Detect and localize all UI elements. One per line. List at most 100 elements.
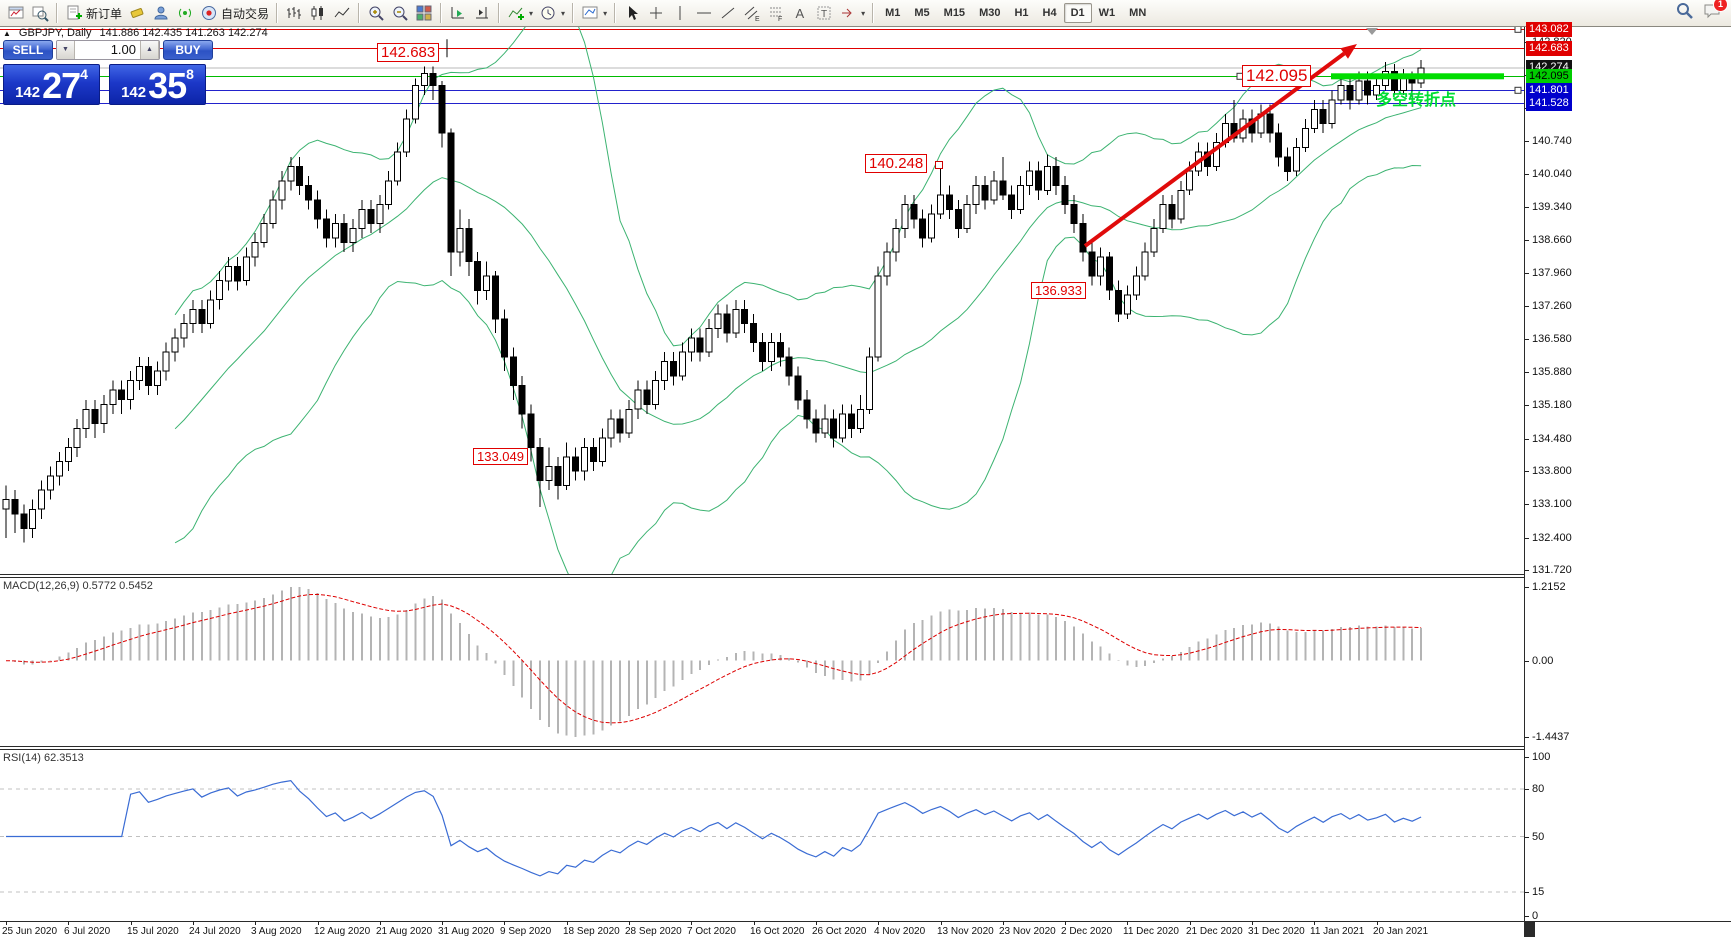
- price-line-marker[interactable]: 141.528: [1526, 96, 1572, 111]
- chart-shift-icon[interactable]: [470, 2, 494, 24]
- bollinger-upper-band: [174, 27, 1422, 347]
- auto-scroll-icon[interactable]: [446, 2, 470, 24]
- trend-arrow-head[interactable]: [1340, 44, 1357, 59]
- panel-collapse-icon[interactable]: ▲: [3, 28, 11, 38]
- community-icon[interactable]: [149, 2, 173, 24]
- date-tick-label: 21 Aug 2020: [376, 926, 433, 937]
- templates-icon[interactable]: ▾: [578, 2, 610, 24]
- chinese-note-label[interactable]: 多空转折点: [1376, 92, 1457, 109]
- date-tick-mark: [691, 921, 692, 925]
- price-tick-mark: [1525, 174, 1529, 175]
- price-tick-label: 135.880: [1532, 366, 1572, 378]
- chart-shift-marker[interactable]: [1366, 28, 1378, 35]
- pane-splitter[interactable]: [0, 574, 1731, 578]
- macd-pane[interactable]: [0, 578, 1524, 746]
- timeframe-M15[interactable]: M15: [943, 7, 966, 19]
- bar-chart-icon[interactable]: [282, 2, 306, 24]
- periods-icon[interactable]: ▾: [536, 2, 568, 24]
- volume-increase-button[interactable]: ▲: [140, 41, 159, 59]
- tile-windows-icon[interactable]: [412, 2, 436, 24]
- timeframe-M1[interactable]: M1: [885, 7, 901, 19]
- line-handle[interactable]: [1514, 27, 1522, 33]
- price-line-marker[interactable]: 142.683: [1526, 41, 1572, 56]
- annotation-anchor-handle[interactable]: [935, 161, 943, 169]
- buy-price-tile[interactable]: 142 35 8: [109, 64, 206, 105]
- timeframe-H1[interactable]: H1: [1014, 7, 1029, 19]
- date-tick-label: 11 Jan 2021: [1310, 926, 1365, 937]
- price-tick-label: 133.100: [1532, 498, 1572, 510]
- price-tick-label: 132.400: [1532, 532, 1572, 544]
- price-annotation-label[interactable]: 142.095: [1242, 65, 1312, 87]
- timeframe-W1[interactable]: W1: [1098, 7, 1116, 19]
- zoom-in-icon[interactable]: [364, 2, 388, 24]
- price-pane[interactable]: [0, 27, 1524, 574]
- text-label-icon[interactable]: T: [812, 2, 836, 24]
- candle-chart-icon[interactable]: [306, 2, 330, 24]
- rsi-pane[interactable]: [0, 750, 1524, 921]
- timeframe-M30[interactable]: M30: [979, 7, 1001, 19]
- crosshair-icon[interactable]: [644, 2, 668, 24]
- channel-icon[interactable]: E: [740, 2, 764, 24]
- price-tick-label: 131.720: [1532, 564, 1572, 576]
- date-tick-mark: [754, 921, 755, 925]
- date-tick-label: 28 Sep 2020: [625, 926, 682, 937]
- sell-button[interactable]: SELL: [3, 40, 53, 60]
- chart-window[interactable]: 142.820142.120141.420140.740140.040139.3…: [0, 22, 1731, 938]
- date-tick-mark: [1314, 921, 1315, 925]
- new-order-button[interactable]: 新订单: [62, 2, 125, 24]
- timeframe-D1[interactable]: D1: [1063, 3, 1092, 23]
- date-tick-mark: [1127, 921, 1128, 925]
- line-handle[interactable]: [1514, 86, 1522, 94]
- price-annotation-label[interactable]: 140.248: [865, 154, 928, 173]
- trendline-icon[interactable]: [716, 2, 740, 24]
- vertical-line-icon[interactable]: [668, 2, 692, 24]
- rsi-label: RSI(14) 62.3513: [3, 752, 84, 764]
- autotrading-button[interactable]: 自动交易: [197, 2, 272, 24]
- svg-text:F: F: [778, 16, 782, 22]
- chat-icon[interactable]: 1: [1703, 0, 1728, 26]
- price-annotation-label[interactable]: 136.933: [1031, 282, 1086, 299]
- volume-input[interactable]: 1.00: [110, 42, 136, 57]
- text-icon[interactable]: A: [788, 2, 812, 24]
- candles-layer: [2, 59, 1425, 543]
- line-chart-icon[interactable]: [330, 2, 354, 24]
- dropdown-arrow-icon[interactable]: ▾: [529, 8, 534, 18]
- macd-tick-mark: [1525, 737, 1529, 738]
- horizontal-line-icon[interactable]: [692, 2, 716, 24]
- cursor-icon[interactable]: [620, 2, 644, 24]
- marker-icon[interactable]: [125, 2, 149, 24]
- indicators-icon[interactable]: ▾: [504, 2, 536, 24]
- price-tick-mark: [1525, 306, 1529, 307]
- dropdown-arrow-icon[interactable]: ▾: [603, 8, 608, 18]
- timeframe-H4[interactable]: H4: [1042, 7, 1057, 19]
- price-tick-mark: [1525, 141, 1529, 142]
- price-line-marker[interactable]: 141.801: [1526, 83, 1572, 98]
- fibonacci-icon[interactable]: F: [764, 2, 788, 24]
- arrows-icon[interactable]: ▾: [836, 2, 868, 24]
- time-axis[interactable]: 25 Jun 2020 6 Jul 2020 15 Jul 2020 24 Jul 2…: [0, 921, 1731, 938]
- timeframe-MN[interactable]: MN: [1129, 7, 1147, 19]
- dropdown-arrow-icon[interactable]: ▾: [861, 8, 866, 18]
- price-tick-mark: [1525, 207, 1529, 208]
- signals-icon[interactable]: [173, 2, 197, 24]
- one-click-trading-panel: SELL ▼ 1.00 ▲ BUY 142 27 4 142 35 8: [3, 40, 213, 105]
- volume-decrease-button[interactable]: ▼: [57, 41, 75, 59]
- svg-text:T: T: [821, 9, 827, 20]
- chart-preview-icon[interactable]: [28, 2, 52, 24]
- new-chart-icon[interactable]: [4, 2, 28, 24]
- price-annotation-label[interactable]: 142.683: [377, 43, 440, 62]
- zoom-out-icon[interactable]: [388, 2, 412, 24]
- price-line-marker[interactable]: 142.095: [1526, 69, 1572, 84]
- price-line-marker[interactable]: 143.082: [1526, 22, 1572, 37]
- buy-button[interactable]: BUY: [163, 40, 213, 60]
- dropdown-arrow-icon[interactable]: ▾: [561, 8, 566, 18]
- date-tick-mark: [878, 921, 879, 925]
- price-axis[interactable]: 142.820142.120141.420140.740140.040139.3…: [1524, 22, 1731, 922]
- sell-price-tile[interactable]: 142 27 4: [3, 64, 100, 105]
- green-highlight-bar[interactable]: [1331, 73, 1504, 80]
- timeframe-M5[interactable]: M5: [914, 7, 930, 19]
- search-icon[interactable]: [1675, 1, 1695, 26]
- notification-badge[interactable]: 1: [1713, 0, 1728, 12]
- price-annotation-label[interactable]: 133.049: [473, 448, 528, 465]
- pane-splitter[interactable]: [0, 746, 1731, 750]
